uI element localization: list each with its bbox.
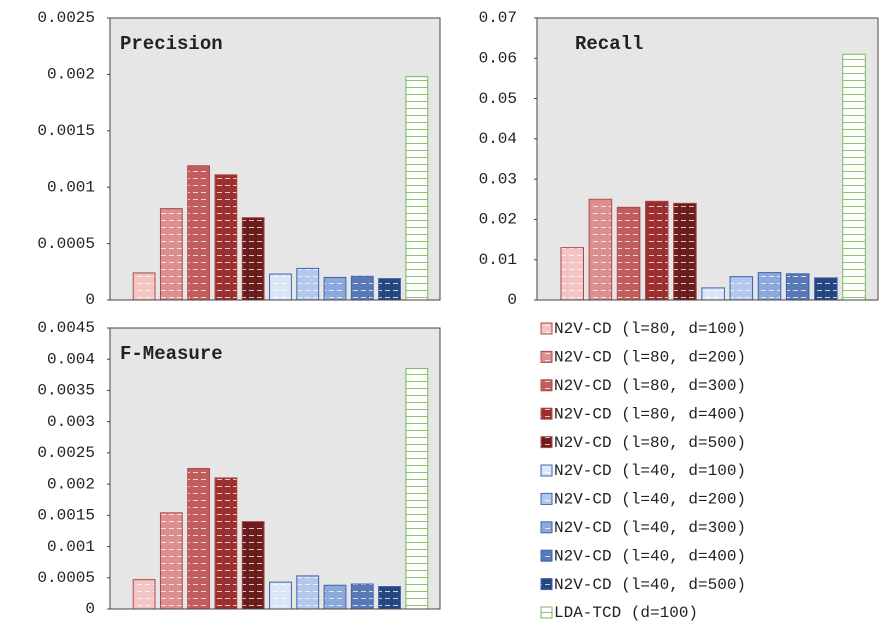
y-tick-label: 0.004 [47, 350, 95, 368]
plot-area [537, 18, 878, 300]
legend-swatch [540, 578, 553, 591]
legend-label: N2V-CD (l=40, d=100) [554, 462, 746, 480]
legend-swatch [540, 606, 553, 619]
y-tick-label: 0.03 [479, 170, 517, 188]
legend-label: N2V-CD (l=40, d=400) [554, 547, 746, 565]
y-tick-label: 0.003 [47, 413, 95, 431]
legend-swatch [540, 350, 553, 363]
y-tick-label: 0.001 [47, 178, 95, 196]
panel-title: F-Measure [120, 343, 223, 365]
plot-border [109, 17, 441, 301]
plot-border [536, 17, 879, 301]
legend-label: N2V-CD (l=80, d=500) [554, 434, 746, 452]
bar [645, 200, 669, 301]
y-tick-label: 0.01 [479, 251, 517, 269]
bar [214, 174, 238, 301]
legend-label: LDA-TCD (d=100) [554, 604, 698, 622]
legend-label: N2V-CD (l=80, d=100) [554, 320, 746, 338]
y-tick-label: 0.001 [47, 538, 95, 556]
legend-label: N2V-CD (l=40, d=500) [554, 576, 746, 594]
bar [269, 581, 292, 610]
y-tick-label: 0.05 [479, 90, 517, 108]
y-tick-label: 0.0005 [37, 235, 95, 253]
bar [323, 276, 347, 301]
y-tick-label: 0.04 [479, 130, 517, 148]
y-tick-label: 0.07 [479, 9, 517, 27]
y-tick-label: 0.0035 [37, 382, 95, 400]
y-tick-label: 0 [507, 291, 517, 309]
bar [350, 583, 374, 610]
y-tick-label: 0 [85, 291, 95, 309]
bar [378, 278, 401, 301]
bar [187, 468, 211, 610]
legend-swatch [540, 521, 553, 534]
bar [132, 579, 156, 610]
legend-swatch [540, 407, 553, 420]
bar [729, 276, 754, 301]
bar [296, 575, 320, 610]
y-tick-label: 0.002 [47, 475, 95, 493]
plot-border [109, 327, 441, 610]
legend-label: N2V-CD (l=40, d=200) [554, 491, 746, 509]
bar [814, 277, 838, 301]
bar [616, 206, 641, 301]
bar [701, 287, 725, 301]
bar [187, 165, 211, 301]
legend-label: N2V-CD (l=40, d=300) [554, 519, 746, 537]
bar [560, 247, 584, 301]
bar [323, 584, 347, 610]
bar [269, 273, 292, 301]
plot-area [110, 328, 440, 609]
y-tick-label: 0 [85, 600, 95, 618]
bar [241, 521, 265, 610]
legend-label: N2V-CD (l=80, d=400) [554, 405, 746, 423]
legend-swatch [540, 436, 553, 449]
bar [132, 272, 156, 301]
y-tick-label: 0.0045 [37, 319, 95, 337]
y-tick-label: 0.0005 [37, 569, 95, 587]
bar [159, 512, 183, 610]
legend-label: N2V-CD (l=80, d=200) [554, 349, 746, 367]
y-tick-label: 0.0015 [37, 507, 95, 525]
bar [405, 368, 429, 610]
bar [588, 198, 613, 301]
legend-swatch [540, 549, 553, 562]
y-tick-label: 0.002 [47, 66, 95, 84]
panel-title: Precision [120, 33, 223, 55]
legend-swatch [540, 322, 553, 335]
bar [241, 217, 265, 301]
y-tick-label: 0.0025 [37, 9, 95, 27]
bar [350, 275, 374, 301]
legend-swatch [540, 492, 553, 505]
bar [842, 53, 866, 301]
legend-swatch [540, 379, 553, 392]
bar [159, 208, 183, 301]
plot-area [110, 18, 440, 300]
bar [296, 267, 320, 301]
bar [405, 76, 429, 301]
y-tick-label: 0.06 [479, 50, 517, 68]
legend-label: N2V-CD (l=80, d=300) [554, 377, 746, 395]
y-tick-label: 0.0025 [37, 444, 95, 462]
bar [378, 586, 401, 610]
legend-swatch [540, 464, 553, 477]
y-tick-label: 0.02 [479, 211, 517, 229]
bar [673, 202, 697, 301]
panel-title: Recall [575, 33, 643, 55]
bar [214, 477, 238, 610]
bar [785, 273, 810, 301]
y-tick-label: 0.0015 [37, 122, 95, 140]
bar [757, 272, 782, 301]
